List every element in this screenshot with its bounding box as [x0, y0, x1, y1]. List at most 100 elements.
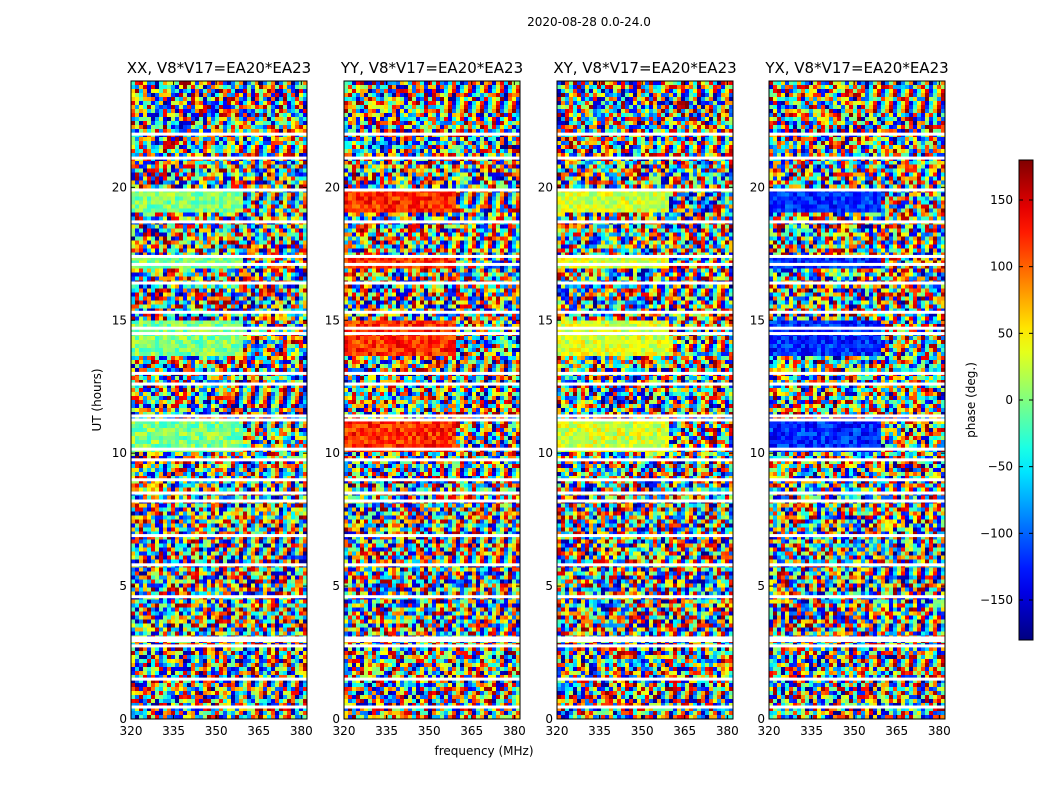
flagged-row [769, 447, 945, 451]
flagged-row [769, 332, 945, 336]
phase-heatmap [557, 81, 733, 719]
flagged-row [344, 220, 520, 224]
flagged-row [769, 156, 945, 160]
flagged-row [769, 414, 945, 418]
panel-1: XX, V8*V17=EA20*EA23 320 335 350 365 380 0 5 10 1… [112, 59, 313, 738]
panel-3: XY, V8*V17=EA20*EA23 320 335 350 365 380 0 5 10 1… [538, 59, 739, 738]
y-tick-label: 15 [750, 313, 765, 327]
y-tick-label: 5 [757, 579, 765, 593]
flagged-row [344, 636, 520, 640]
x-axis-label: frequency (MHz) [434, 744, 533, 758]
colorbar: 150 100 50 0 −50 −100 −150 [980, 159, 1034, 641]
y-tick-label: 10 [538, 446, 553, 460]
flagged-row [557, 262, 733, 266]
flagged-row [344, 478, 520, 482]
flagged-row [131, 595, 307, 599]
y-tick-label: 5 [332, 579, 340, 593]
colorbar-tick-label: 50 [998, 326, 1013, 340]
y-tick-label: 0 [545, 712, 553, 726]
axes-frame [768, 80, 946, 720]
flagged-row [557, 418, 733, 422]
flagged-row [769, 188, 945, 192]
flagged-row [131, 458, 307, 462]
flagged-row [344, 371, 520, 375]
x-tick-label: 335 [588, 724, 611, 738]
flagged-row [557, 326, 733, 330]
flagged-row [344, 254, 520, 258]
flagged-row [131, 326, 307, 330]
x-tick-label: 380 [503, 724, 526, 738]
flagged-row [769, 132, 945, 136]
flagged-row [769, 534, 945, 538]
flagged-row [344, 188, 520, 192]
flagged-row [131, 220, 307, 224]
x-tick-label: 350 [205, 724, 228, 738]
x-tick-label: 320 [120, 724, 143, 738]
flagged-row [557, 458, 733, 462]
phase-heatmap [344, 81, 520, 719]
flagged-row [557, 414, 733, 418]
flagged-row [344, 332, 520, 336]
colorbar-tick-label: 150 [990, 193, 1013, 207]
x-tick-label: 320 [758, 724, 781, 738]
flagged-row [131, 478, 307, 482]
colorbar-tick-label: −100 [980, 526, 1013, 540]
y-axis-label: UT (hours) [90, 368, 104, 431]
flagged-row [344, 156, 520, 160]
flagged-row [557, 595, 733, 599]
flagged-row [769, 636, 945, 640]
flagged-row [769, 220, 945, 224]
flagged-row [131, 414, 307, 418]
x-tick-label: 335 [162, 724, 185, 738]
flagged-row [557, 281, 733, 285]
flagged-row [769, 281, 945, 285]
flagged-row [769, 478, 945, 482]
panel-2: YY, V8*V17=EA20*EA23 320 335 350 365 380 0 5 10 1… [325, 59, 526, 738]
x-tick-label: 365 [460, 724, 483, 738]
y-tick-label: 10 [750, 446, 765, 460]
y-tick-label: 20 [750, 180, 765, 194]
y-tick-label: 20 [325, 180, 340, 194]
axes-frame [130, 80, 308, 720]
flagged-row [131, 705, 307, 709]
flagged-row [769, 262, 945, 266]
flagged-row [769, 644, 945, 648]
panel-title: XY, V8*V17=EA20*EA23 [553, 59, 736, 77]
flagged-row [131, 418, 307, 422]
flagged-row [344, 447, 520, 451]
flagged-row [769, 254, 945, 258]
flagged-row [344, 132, 520, 136]
flagged-row [344, 644, 520, 648]
flagged-row [557, 636, 733, 640]
panel-4: YX, V8*V17=EA20*EA23 320 335 350 365 380 0 5 10 1… [750, 59, 951, 738]
y-tick-label: 20 [112, 180, 127, 194]
phase-heatmap [769, 81, 945, 719]
colorbar-tick-label: 100 [990, 260, 1013, 274]
flagged-row [344, 262, 520, 266]
flagged-row [131, 262, 307, 266]
flagged-row [557, 371, 733, 375]
flagged-row [131, 677, 307, 681]
flagged-row [557, 491, 733, 495]
flagged-row [131, 382, 307, 386]
flagged-row [557, 254, 733, 258]
flagged-row [557, 499, 733, 503]
x-tick-label: 350 [631, 724, 654, 738]
colorbar-label: phase (deg.) [964, 362, 978, 438]
panel-title: YX, V8*V17=EA20*EA23 [764, 59, 948, 77]
flagged-row [769, 639, 945, 643]
y-tick-label: 0 [757, 712, 765, 726]
flagged-row [344, 677, 520, 681]
flagged-row [557, 705, 733, 709]
x-tick-label: 365 [885, 724, 908, 738]
flagged-row [344, 595, 520, 599]
x-tick-label: 380 [716, 724, 739, 738]
flagged-row [557, 447, 733, 451]
colorbar-tick-label: −50 [988, 460, 1013, 474]
flagged-row [131, 639, 307, 643]
x-tick-label: 335 [375, 724, 398, 738]
flagged-row [769, 563, 945, 567]
y-tick-label: 5 [545, 579, 553, 593]
flagged-row [769, 705, 945, 709]
